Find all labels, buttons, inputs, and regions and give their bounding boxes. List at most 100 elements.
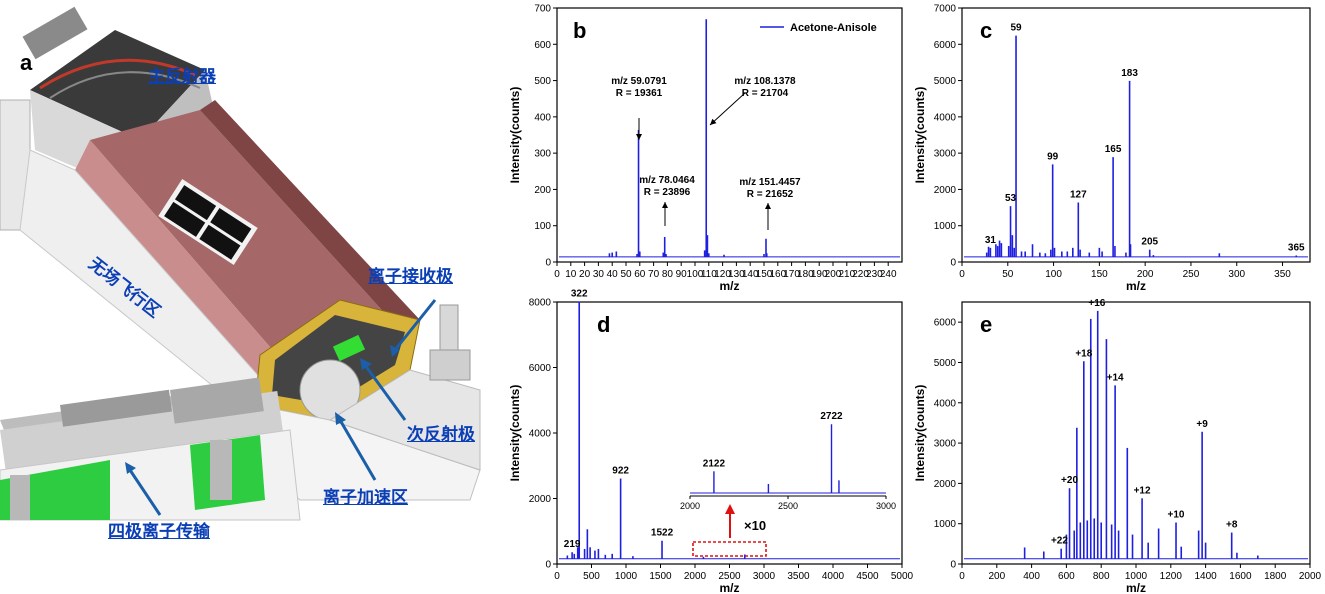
y-tick-label: 6000 — [529, 363, 552, 374]
x-tick-label: 1400 — [1194, 571, 1217, 582]
x-axis-label: m/z — [1126, 581, 1146, 594]
x-tick-label: 70 — [648, 269, 660, 280]
x-tick-label: 350 — [1274, 269, 1291, 280]
x-tick-label: 1200 — [1160, 571, 1183, 582]
x-tick-label: 200 — [988, 571, 1005, 582]
plot-frame — [961, 7, 1311, 263]
peak-label: 922 — [612, 466, 629, 477]
peak-annotation-resolution: R = 21652 — [747, 189, 794, 200]
zoom-region-box — [692, 541, 767, 557]
plot-frame — [556, 7, 903, 263]
peak-label: +12 — [1134, 485, 1151, 496]
y-tick-label: 700 — [534, 4, 551, 15]
x-axis-label: m/z — [719, 581, 739, 594]
x-tick-label: 100 — [1045, 269, 1062, 280]
label-main-reflector: 主反射器 — [148, 67, 216, 87]
x-tick-label: 3000 — [753, 571, 776, 582]
x-tick-label: 1000 — [615, 571, 638, 582]
x-tick-label: 1600 — [1229, 571, 1252, 582]
x-tick-label: 150 — [1091, 269, 1108, 280]
annotation-arrowhead — [765, 203, 771, 209]
x-tick-label: 4000 — [822, 571, 845, 582]
y-tick-label: 7000 — [934, 4, 957, 15]
instrument-illustration — [0, 6, 481, 521]
y-tick-label: 4000 — [934, 398, 957, 409]
annotation-arrowhead — [636, 134, 642, 140]
legend-label: Acetone-Anisole — [790, 22, 877, 34]
x-tick-label: 90 — [676, 269, 688, 280]
y-tick-label: 200 — [534, 185, 551, 196]
x-tick-label: 200 — [825, 269, 842, 280]
inset-peak-label: 2722 — [820, 411, 843, 422]
x-tick-label: 220 — [852, 269, 869, 280]
peak-annotation: m/z 59.0791 — [611, 76, 667, 87]
peak-label: 183 — [1121, 68, 1138, 79]
y-axis-label: Intensity(counts) — [913, 385, 927, 482]
label-ion-detector: 离子接收极 — [368, 267, 453, 287]
x-tick-label: 1500 — [649, 571, 672, 582]
x-tick-label: 30 — [593, 269, 605, 280]
zoom-arrowhead — [725, 504, 735, 514]
y-tick-label: 300 — [534, 149, 551, 160]
panel-letter: d — [597, 312, 610, 337]
panel-letter: b — [573, 18, 586, 43]
y-tick-label: 0 — [950, 560, 956, 571]
chart-b: 0 10 20 30 40 50 60 70 80 90 100110120130140150160… — [508, 4, 903, 293]
y-tick-label: 5000 — [934, 76, 957, 87]
chart-e: 0 200 400 600 800 1000 1200 1400 1600 1800 2000 0 10… — [913, 298, 1322, 594]
plot-frame — [961, 301, 1311, 565]
panel-letter-a: a — [20, 50, 33, 75]
inset-x-tick-label: 3000 — [876, 501, 896, 511]
x-tick-label: 160 — [769, 269, 786, 280]
peak-label: +18 — [1075, 348, 1092, 359]
label-ion-acceleration: 离子加速区 — [323, 488, 408, 508]
peak-label: 31 — [985, 235, 997, 246]
y-tick-label: 5000 — [934, 358, 957, 369]
x-tick-label: 0 — [554, 571, 560, 582]
peak-annotation: m/z 78.0464 — [639, 175, 695, 186]
y-tick-label: 2000 — [934, 185, 957, 196]
peak-annotation-resolution: R = 23896 — [644, 187, 691, 198]
x-tick-label: 150 — [756, 269, 773, 280]
x-tick-label: 250 — [1183, 269, 1200, 280]
x-tick-label: 130 — [728, 269, 745, 280]
y-tick-label: 3000 — [934, 439, 957, 450]
peak-annotation: m/z 108.1378 — [734, 76, 796, 87]
x-tick-label: 120 — [714, 269, 731, 280]
y-tick-label: 400 — [534, 112, 551, 123]
x-tick-label: 190 — [811, 269, 828, 280]
peak-label: +20 — [1061, 475, 1078, 486]
x-tick-label: 210 — [838, 269, 855, 280]
peak-label: 322 — [571, 289, 588, 300]
y-tick-label: 0 — [950, 258, 956, 269]
y-tick-label: 2000 — [934, 479, 957, 490]
panel-letter: c — [980, 18, 992, 43]
label-secondary-reflector: 次反射极 — [407, 425, 475, 445]
annotation-arrow — [709, 92, 746, 126]
y-tick-label: 500 — [534, 76, 551, 87]
x-tick-label: 230 — [866, 269, 883, 280]
x-tick-label: 3500 — [787, 571, 810, 582]
x-tick-label: 2000 — [684, 571, 707, 582]
peak-label: 165 — [1105, 144, 1122, 155]
x-tick-label: 2500 — [718, 571, 741, 582]
y-tick-label: 100 — [534, 221, 551, 232]
x-tick-label: 2000 — [1299, 571, 1322, 582]
peak-annotation-resolution: R = 21704 — [742, 88, 789, 99]
annotation-arrowhead — [710, 118, 717, 125]
peak-annotation-resolution: R = 19361 — [616, 88, 663, 99]
x-tick-label: 400 — [1023, 571, 1040, 582]
peak-label: +16 — [1088, 298, 1105, 309]
x-tick-label: 0 — [959, 571, 965, 582]
x-tick-label: 4500 — [856, 571, 879, 582]
y-tick-label: 3000 — [934, 149, 957, 160]
x-tick-label: 140 — [742, 269, 759, 280]
x-tick-label: 300 — [1228, 269, 1245, 280]
peak-label: +8 — [1226, 520, 1238, 531]
peak-label: 365 — [1288, 242, 1305, 253]
x-tick-label: 50 — [1002, 269, 1014, 280]
y-tick-label: 4000 — [529, 429, 552, 440]
y-tick-label: 0 — [545, 560, 551, 571]
x-tick-label: 20 — [579, 269, 591, 280]
x-tick-label: 0 — [554, 269, 560, 280]
